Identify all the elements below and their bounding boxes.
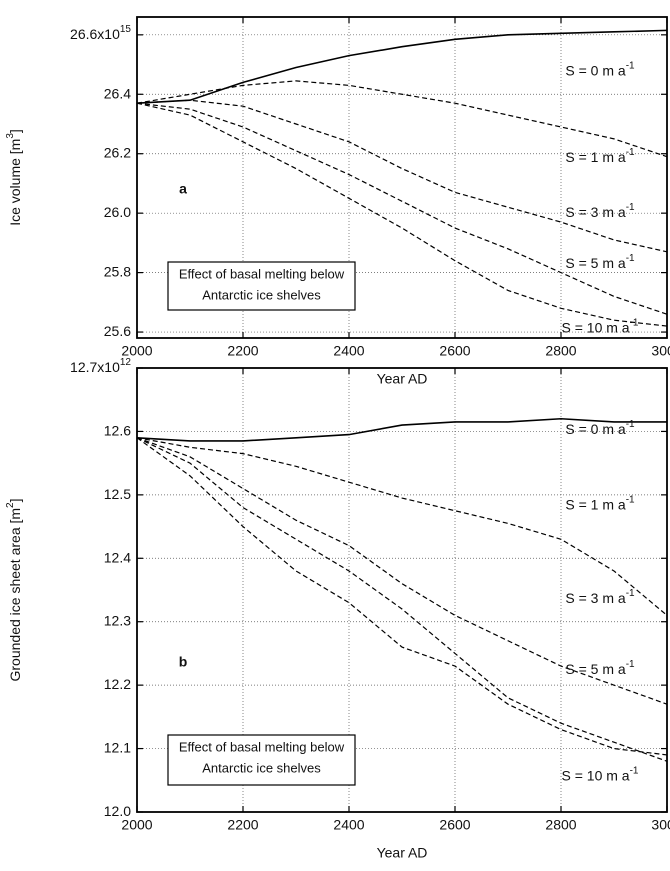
annotation: Antarctic ice shelves [202,760,321,775]
annotation-box [167,734,356,786]
y-tick-label: 26.6x1015 [70,23,131,41]
x-tick-label: 2200 [227,817,258,833]
x-tick-label: 2400 [333,343,364,359]
x-tick-label: 2800 [545,343,576,359]
y-tick-label: 26.4 [104,85,131,101]
series-line [136,99,668,253]
y-tick-label: 12.7x1012 [70,357,131,375]
y-tick-label: 25.6 [104,323,131,339]
y-tick-label: 12.0 [104,803,131,819]
annotation: Effect of basal melting below [179,266,345,281]
x-tick-label: 2200 [227,343,258,359]
series-line [136,437,668,616]
annotation: Effect of basal melting below [179,739,345,754]
series-label: S = 5 m a-1 [565,659,635,677]
y-tick-label: 12.1 [104,739,131,755]
x-axis-label: Year AD [377,845,428,861]
y-tick-label: 12.3 [104,612,131,628]
y-tick-label: 12.5 [104,486,131,502]
x-tick-label: 2600 [439,817,470,833]
y-tick-label: 12.4 [104,549,131,565]
y-tick-label: 12.2 [104,676,131,692]
y-axis-label: Ice volume [m3] [5,129,23,226]
x-tick-label: 2800 [545,817,576,833]
series-line [136,437,668,756]
series-label: S = 10 m a-1 [562,765,639,783]
y-tick-label: 26.0 [104,204,131,220]
series-label: S = 5 m a-1 [565,253,635,271]
x-tick-label: 2400 [333,817,364,833]
x-tick-label: 2000 [121,343,152,359]
x-tick-label: 3000 [651,343,670,359]
series-label: S = 10 m a-1 [562,317,639,335]
series-line [136,102,668,315]
x-tick-label: 3000 [651,817,670,833]
series-line [136,437,668,762]
y-axis-label: Grounded ice sheet area [m2] [5,499,23,682]
series-label: S = 3 m a-1 [565,588,635,606]
x-tick-label: 2600 [439,343,470,359]
series-line [136,417,667,442]
series-line [136,102,668,327]
panel-label: b [179,654,188,670]
annotation: Antarctic ice shelves [202,287,321,302]
panel: 12.0 12.1 12.2 12.3 12.4 12.5 12.6 12.7x1012 200… [5,357,670,861]
panel-label: a [179,181,187,197]
series-label: S = 1 m a-1 [565,494,635,512]
x-tick-label: 2000 [121,817,152,833]
plot-frame [136,16,668,339]
series-line [136,437,668,705]
series-label: S = 0 m a-1 [565,419,635,437]
plot-frame [136,367,668,813]
y-tick-label: 26.2 [104,144,131,160]
series-label: S = 0 m a-1 [565,60,635,78]
y-tick-label: 12.6 [104,422,131,438]
x-axis-label: Year AD [377,371,428,387]
series-label: S = 3 m a-1 [565,201,635,219]
panel: 25.6 25.8 26.0 26.2 26.4 26.6x1015 2000 2200 240… [5,16,670,387]
series-label: S = 1 m a-1 [565,147,635,165]
annotation-box [167,261,356,311]
y-tick-label: 25.8 [104,263,131,279]
series-line [136,80,668,158]
